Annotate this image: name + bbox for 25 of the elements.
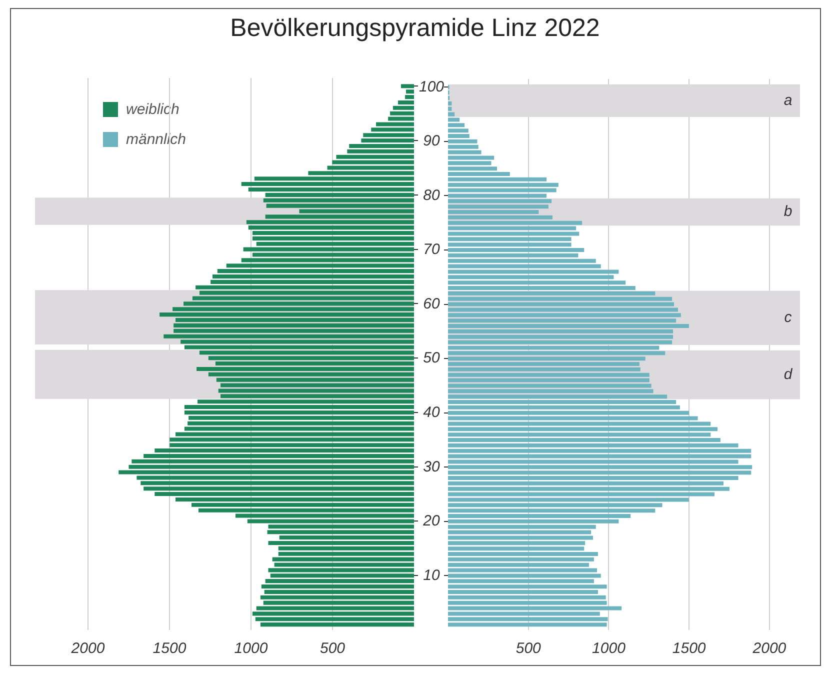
y-tick-label: 50 <box>423 350 440 367</box>
y-tick-label: 20 <box>422 512 440 530</box>
y-tick-label: 80 <box>423 186 440 204</box>
legend-label: weiblich <box>126 100 180 118</box>
x-tick-label: 1000 <box>234 640 268 658</box>
y-tick-label: 100 <box>418 78 445 96</box>
x-tick-label: 500 <box>320 640 346 658</box>
x-tick-label: 1500 <box>672 640 706 658</box>
x-tick-label: 500 <box>516 640 542 658</box>
y-tick-label: 70 <box>423 241 440 258</box>
y-tick-label: 10 <box>423 566 440 584</box>
y-tick-label: 90 <box>423 132 440 150</box>
y-tick-label: 40 <box>423 404 440 422</box>
legend-label: männlich <box>126 130 186 148</box>
y-tick-label: 30 <box>423 458 440 476</box>
band-label: d <box>784 366 793 384</box>
y-tick-label: 60 <box>423 295 440 312</box>
x-tick-label: 1500 <box>152 640 187 658</box>
x-tick-label: 2000 <box>70 640 106 658</box>
band-label: c <box>784 309 792 326</box>
band-label: b <box>784 203 792 220</box>
x-tick-label: 1000 <box>592 640 626 658</box>
chart-title: Bevölkerungspyramide Linz 2022 <box>229 14 601 43</box>
x-tick-label: 2000 <box>752 640 787 658</box>
band-label: a <box>784 92 792 109</box>
